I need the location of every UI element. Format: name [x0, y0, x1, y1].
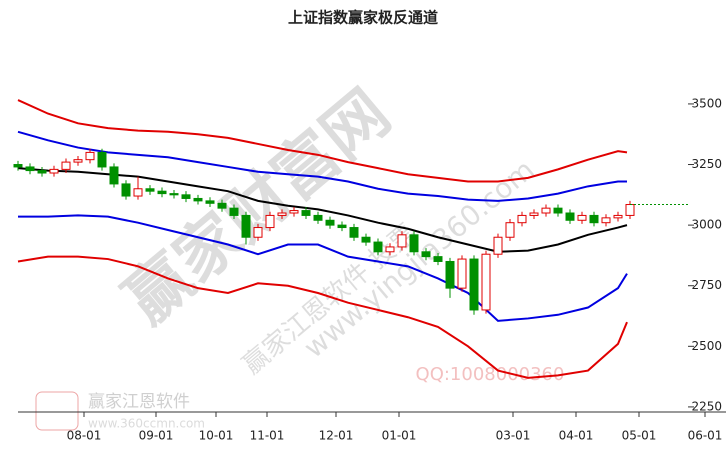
- candle-body: [133, 188, 143, 197]
- candle-body: [481, 253, 491, 311]
- x-tick-label: 10-01: [199, 429, 234, 443]
- candle-body: [361, 236, 371, 243]
- candle-body: [13, 164, 23, 168]
- candle-body: [409, 234, 419, 253]
- candle-body: [601, 217, 611, 224]
- y-tick-label: 3500: [691, 96, 722, 110]
- y-tick-label: 3000: [691, 218, 722, 232]
- candle-body: [181, 194, 191, 199]
- candle-body: [517, 214, 527, 224]
- candle-body: [469, 258, 479, 311]
- x-tick-label: 09-01: [139, 429, 174, 443]
- candle-body: [385, 246, 395, 253]
- candle-body: [613, 214, 623, 219]
- x-tick-label: 08-01: [67, 429, 102, 443]
- candle-body: [169, 193, 179, 196]
- y-tick-label: 2750: [691, 278, 722, 292]
- logo-text: 赢家江恩软件: [88, 392, 190, 412]
- y-tick-label: 2250: [691, 399, 722, 413]
- candle-body: [229, 207, 239, 216]
- candle-body: [337, 224, 347, 229]
- candle-body: [589, 214, 599, 224]
- band-line: [17, 255, 628, 379]
- candle-body: [529, 212, 539, 216]
- candle-body: [109, 166, 119, 185]
- logo-icon: [35, 391, 79, 431]
- candle-body: [493, 236, 503, 255]
- candle-body: [565, 212, 575, 221]
- band-line: [18, 214, 628, 322]
- x-tick-label: 01-01: [382, 429, 417, 443]
- candle-body: [61, 161, 71, 170]
- candle-body: [145, 188, 155, 192]
- chart-title: 上证指数赢家极反通道: [288, 9, 438, 27]
- watermark: QQ:1008000360: [416, 364, 565, 385]
- x-tick-label: 11-01: [250, 429, 285, 443]
- candle-body: [25, 166, 35, 172]
- candle-body: [433, 256, 443, 262]
- candle-body: [553, 207, 563, 214]
- x-tick-label: 03-01: [496, 429, 531, 443]
- candle-body: [397, 234, 407, 248]
- candle-body: [349, 227, 359, 238]
- x-tick-label: 12-01: [319, 429, 354, 443]
- candle-body: [313, 214, 323, 221]
- candle-body: [325, 219, 335, 226]
- x-tick-label: 04-01: [559, 429, 594, 443]
- x-tick-label: 06-01: [688, 429, 723, 443]
- candle-body: [205, 200, 215, 204]
- candle-body: [577, 214, 587, 221]
- candle-body: [625, 204, 635, 216]
- candle-body: [253, 227, 263, 238]
- candle-body: [505, 222, 515, 238]
- candle-body: [73, 159, 83, 163]
- y-tick-label: 3250: [691, 157, 722, 171]
- candle-body: [217, 202, 227, 209]
- candle-body: [289, 210, 299, 214]
- candle-body: [541, 207, 551, 214]
- band-line: [17, 130, 627, 202]
- logo: 赢家江恩软件 www.360ccmn.com: [35, 391, 205, 431]
- band-line: [17, 167, 628, 253]
- candle-body: [301, 210, 311, 216]
- x-tick-label: 05-01: [622, 429, 657, 443]
- candle-body: [265, 214, 275, 229]
- candle-body: [241, 214, 251, 238]
- watermark-group: 赢家财富网 赢家江恩软件 投票 www.yingjia360.com: [111, 76, 540, 380]
- candle-body: [457, 258, 467, 289]
- y-tick-label: 2500: [691, 339, 722, 353]
- candle-body: [157, 190, 167, 195]
- candle-body: [37, 170, 47, 174]
- candle-body: [49, 168, 59, 174]
- logo-url: www.360ccmn.com: [88, 417, 205, 431]
- candle-body: [421, 251, 431, 258]
- candle-body: [97, 151, 107, 168]
- candle-body: [85, 151, 95, 161]
- candle-body: [445, 260, 455, 289]
- candle-body: [277, 212, 287, 216]
- candle-body: [121, 183, 131, 197]
- candle-body: [193, 197, 203, 202]
- band-line: [17, 99, 628, 183]
- candle-body: [373, 241, 383, 253]
